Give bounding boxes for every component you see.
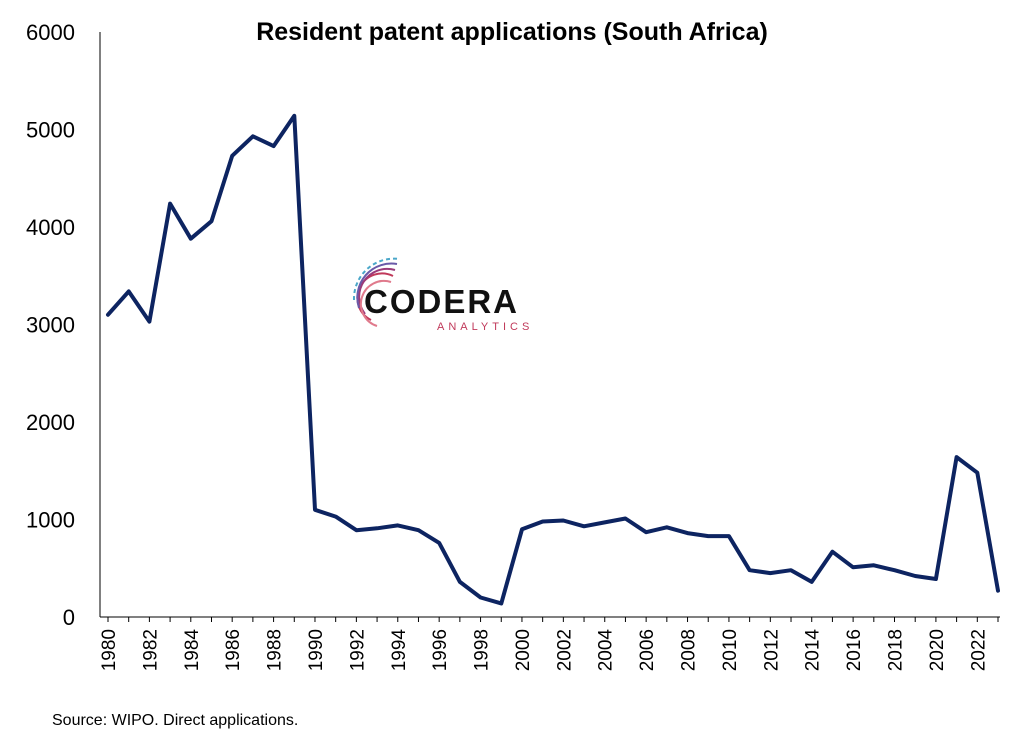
y-tick-label: 0 — [63, 605, 75, 630]
data-point — [561, 518, 565, 522]
data-point — [189, 237, 193, 241]
data-point — [292, 114, 296, 118]
x-tick-label: 1986 — [223, 629, 244, 671]
data-point — [623, 517, 627, 521]
source-note: Source: WIPO. Direct applications. — [52, 712, 298, 729]
data-point — [727, 534, 731, 538]
data-point — [334, 515, 338, 519]
series-line — [106, 113, 1000, 606]
x-tick-label: 2016 — [844, 629, 865, 671]
series-group — [106, 113, 1000, 606]
y-tick-label: 1000 — [26, 508, 75, 533]
data-point — [872, 563, 876, 567]
x-axis-ticks: 1980 1982 1984 1986 1988 1990 1992 1994 1996 1998… — [99, 617, 999, 672]
logo-tagline: ANALYTICS — [437, 321, 533, 333]
data-point — [934, 577, 938, 581]
data-point — [893, 568, 897, 572]
x-tick-label: 1998 — [472, 629, 493, 671]
y-tick-label: 3000 — [26, 313, 75, 338]
x-tick-label: 1994 — [389, 629, 410, 672]
y-axis-ticks: 0 1000 2000 3000 4000 5000 6000 — [26, 20, 75, 630]
data-point — [479, 596, 483, 599]
data-point — [209, 219, 213, 223]
data-point — [168, 202, 172, 206]
data-point — [830, 550, 834, 554]
x-tick-label: 2014 — [803, 629, 824, 672]
x-tick-label: 1990 — [306, 629, 327, 671]
axes — [99, 32, 1000, 618]
data-point — [789, 568, 793, 572]
data-point — [106, 313, 110, 317]
data-point — [644, 530, 648, 534]
x-tick-label: 2022 — [968, 629, 989, 671]
y-tick-label: 6000 — [26, 20, 75, 45]
x-tick-label: 2002 — [554, 629, 575, 671]
data-point — [541, 519, 545, 523]
chart-title: Resident patent applications (South Afri… — [256, 18, 768, 46]
data-point — [313, 508, 317, 512]
data-point — [520, 527, 524, 531]
x-tick-label: 1984 — [182, 629, 203, 672]
data-point — [913, 574, 917, 578]
data-point — [416, 528, 420, 532]
data-point — [996, 589, 1000, 593]
y-tick-label: 5000 — [26, 118, 75, 143]
data-point — [437, 541, 441, 545]
fingerprint-icon — [352, 257, 400, 327]
x-tick-label: 2020 — [927, 629, 948, 671]
data-point — [706, 534, 710, 538]
x-tick-label: 1980 — [99, 629, 120, 671]
data-point — [499, 601, 503, 605]
data-point — [375, 526, 379, 530]
data-point — [603, 520, 607, 524]
data-point — [582, 524, 586, 528]
x-tick-label: 2012 — [761, 629, 782, 671]
y-tick-label: 2000 — [26, 410, 75, 435]
data-point — [851, 565, 855, 569]
data-point — [955, 455, 959, 459]
data-point — [458, 580, 462, 584]
data-point — [272, 144, 276, 148]
data-point — [686, 531, 690, 535]
x-tick-label: 1996 — [430, 629, 451, 671]
data-point — [768, 571, 772, 575]
logo-name: CODERA — [364, 283, 519, 320]
data-point — [354, 528, 358, 532]
x-tick-label: 1992 — [347, 629, 368, 671]
data-point — [396, 523, 400, 527]
x-tick-label: 1982 — [140, 629, 161, 671]
x-tick-label: 2004 — [596, 629, 617, 672]
x-tick-label: 2006 — [637, 629, 658, 671]
data-point — [810, 580, 814, 584]
x-tick-label: 1988 — [265, 629, 286, 671]
data-point — [665, 525, 669, 529]
data-point — [230, 154, 234, 158]
data-point — [147, 320, 151, 324]
data-point — [748, 568, 752, 572]
x-tick-label: 2000 — [513, 629, 534, 671]
codera-logo: CODERA ANALYTICS — [352, 257, 533, 333]
x-tick-label: 2018 — [886, 629, 907, 671]
data-point — [975, 471, 979, 475]
data-point — [127, 289, 131, 293]
x-tick-label: 2008 — [679, 629, 700, 671]
x-tick-label: 2010 — [720, 629, 741, 671]
y-tick-label: 4000 — [26, 215, 75, 240]
data-point — [251, 134, 255, 138]
